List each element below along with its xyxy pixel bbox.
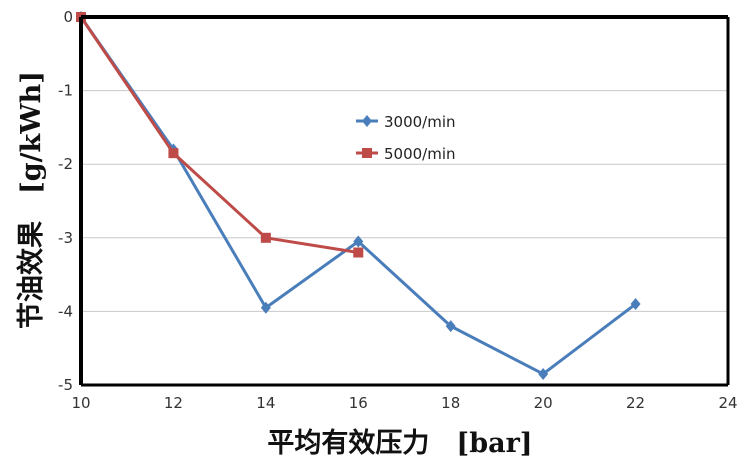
y-tick-label: -3 bbox=[58, 229, 73, 247]
square-marker bbox=[353, 247, 364, 258]
y-tick-label: -4 bbox=[58, 302, 73, 320]
series-line-5000/min bbox=[79, 16, 359, 255]
x-tick-label: 10 bbox=[71, 394, 90, 412]
diamond-marker bbox=[353, 235, 364, 248]
diamond-marker bbox=[445, 320, 456, 333]
x-tick-label: 24 bbox=[718, 394, 737, 412]
series-line-3000/min bbox=[79, 16, 637, 376]
y-tick-label: -5 bbox=[58, 376, 73, 394]
x-tick-label: 18 bbox=[441, 394, 460, 412]
x-tick-label: 12 bbox=[164, 394, 183, 412]
diamond-marker bbox=[362, 115, 372, 127]
y-axis-label: 节油效果 [g/kWh] bbox=[16, 71, 47, 329]
diamond-marker bbox=[538, 367, 549, 380]
square-marker bbox=[168, 148, 179, 159]
diamond-marker bbox=[630, 298, 641, 311]
legend: 3000/min 5000/min bbox=[356, 113, 456, 163]
diamond-marker bbox=[260, 301, 271, 314]
legend-label: 3000/min bbox=[384, 113, 456, 131]
x-tick-label: 22 bbox=[626, 394, 645, 412]
x-tick-label: 14 bbox=[256, 394, 275, 412]
legend-label: 5000/min bbox=[384, 145, 456, 163]
x-tick-label: 16 bbox=[349, 394, 368, 412]
y-tick-label: -1 bbox=[58, 82, 73, 100]
square-marker bbox=[362, 148, 372, 158]
square-marker bbox=[260, 232, 271, 243]
y-tick-label: 0 bbox=[63, 8, 73, 26]
x-tick-label: 20 bbox=[534, 394, 553, 412]
y-tick-label: -2 bbox=[58, 155, 73, 173]
x-axis-label: 平均有效压力 [bar] bbox=[267, 428, 532, 459]
